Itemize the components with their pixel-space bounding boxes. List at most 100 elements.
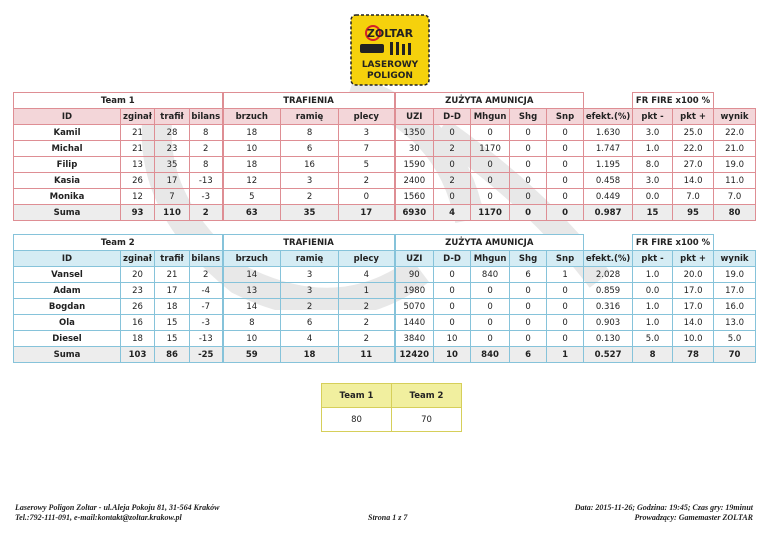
cell: 12: [120, 188, 155, 205]
cell: 6: [280, 140, 340, 157]
column-header: Mhgun: [470, 108, 511, 125]
cell: 13.0: [713, 314, 757, 331]
cell: 0.859: [583, 282, 634, 299]
team1-table: Team 1 TRAFIENIA ZUŻYTA AMUNICJA FR FIRE x1…: [12, 92, 757, 221]
footer-address: Laserowy Poligon Zoltar - ul.Aleja Pokoj…: [15, 503, 219, 523]
sum-cell: 0.987: [583, 204, 634, 221]
cell: 0.316: [583, 298, 634, 315]
cell: 13: [221, 282, 282, 299]
player-name: Monika: [13, 188, 121, 205]
cell: 0: [509, 314, 548, 331]
summary-header-team1: Team 1: [321, 383, 392, 408]
cell: 0: [509, 172, 548, 189]
cell: 19.0: [713, 266, 757, 283]
sum-cell: 18: [280, 346, 340, 363]
cell: 21: [154, 266, 190, 283]
column-header: UZI: [393, 250, 435, 267]
table-row: Monika 12 7 -3 5 2 0 1560 0 0 0 0 0.449 0.0 7.0 7.0: [13, 188, 757, 205]
sum-label: Suma: [13, 204, 121, 221]
sum-cell: 12420: [393, 346, 435, 363]
sum-cell: 1: [546, 346, 585, 363]
sum-cell: 93: [120, 204, 155, 221]
zoltar-logo: ZOLTAR LASEROWY POLIGON: [350, 14, 430, 86]
team-title: Team 2: [12, 234, 224, 251]
sum-cell: 70: [713, 346, 757, 363]
sum-cell: 4: [433, 204, 472, 221]
sum-cell: 8: [632, 346, 674, 363]
cell: 0: [546, 156, 585, 173]
group-hits: TRAFIENIA: [221, 92, 396, 109]
cell: 1980: [393, 282, 435, 299]
cell: 4: [280, 330, 340, 347]
sum-cell: 1170: [470, 204, 511, 221]
cell: 0: [546, 172, 585, 189]
cell: 1: [546, 266, 585, 283]
cell: 0: [433, 282, 472, 299]
cell: -3: [188, 188, 224, 205]
cell: 22.0: [672, 140, 715, 157]
cell: 20: [120, 266, 155, 283]
cell: 19.0: [713, 156, 757, 173]
cell: 10.0: [672, 330, 715, 347]
cell: -13: [188, 172, 224, 189]
sum-cell: 86: [154, 346, 190, 363]
cell: -4: [188, 282, 224, 299]
column-header: zginał: [120, 108, 155, 125]
column-header: D-D: [433, 250, 472, 267]
svg-text:LASEROWY: LASEROWY: [362, 60, 419, 70]
table-row: Kamil 21 28 8 18 8 3 1350 0 0 0 0 1.630 3.0 25.0 22.0: [13, 124, 757, 141]
footer-page-number: Strona 1 z 7: [368, 513, 408, 522]
cell: 1.0: [632, 298, 674, 315]
sum-cell: 11: [338, 346, 396, 363]
sum-cell: 35: [280, 204, 340, 221]
sum-cell: -25: [188, 346, 224, 363]
cell: 0.449: [583, 188, 634, 205]
cell: 0: [470, 330, 511, 347]
sum-cell: 15: [632, 204, 674, 221]
cell: 2: [188, 140, 224, 157]
cell: 23: [154, 140, 190, 157]
cell: 1.0: [632, 314, 674, 331]
cell: 5.0: [632, 330, 674, 347]
column-header: Shg: [509, 250, 548, 267]
player-name: Vansel: [13, 266, 121, 283]
column-header: brzuch: [221, 108, 282, 125]
cell: 23: [120, 282, 155, 299]
cell: 7: [338, 140, 396, 157]
cell: 28: [154, 124, 190, 141]
player-name: Kamil: [13, 124, 121, 141]
blank-cell: [713, 234, 756, 251]
cell: 13: [120, 156, 155, 173]
cell: 5: [221, 188, 282, 205]
cell: 0: [433, 266, 472, 283]
column-header: wynik: [713, 250, 757, 267]
cell: -3: [188, 314, 224, 331]
column-header: trafił: [154, 108, 190, 125]
cell: 0: [470, 188, 511, 205]
cell: 26: [120, 298, 155, 315]
cell: 7.0: [672, 188, 715, 205]
column-header: pkt +: [672, 108, 715, 125]
cell: 18: [221, 124, 282, 141]
team-title: Team 1: [12, 92, 224, 109]
cell: 1.630: [583, 124, 634, 141]
cell: 21.0: [713, 140, 757, 157]
cell: 10: [433, 330, 472, 347]
cell: 3: [280, 172, 340, 189]
sum-cell: 6: [509, 346, 548, 363]
cell: 0: [546, 282, 585, 299]
cell: 0.0: [632, 188, 674, 205]
cell: 0: [433, 314, 472, 331]
cell: 35: [154, 156, 190, 173]
table-row: Filip 13 35 8 18 16 5 1590 0 0 0 0 1.195 8.0 27.0 19.0: [13, 156, 757, 173]
cell: 17: [154, 172, 190, 189]
footer-address-line: Laserowy Poligon Zoltar - ul.Aleja Pokoj…: [15, 503, 220, 512]
cell: 18: [221, 156, 282, 173]
cell: 2: [280, 188, 340, 205]
cell: 8.0: [632, 156, 674, 173]
column-header: Snp: [546, 250, 585, 267]
group-hits: TRAFIENIA: [221, 234, 396, 251]
cell: 16: [280, 156, 340, 173]
column-header: Mhgun: [470, 250, 511, 267]
cell: 25.0: [672, 124, 715, 141]
